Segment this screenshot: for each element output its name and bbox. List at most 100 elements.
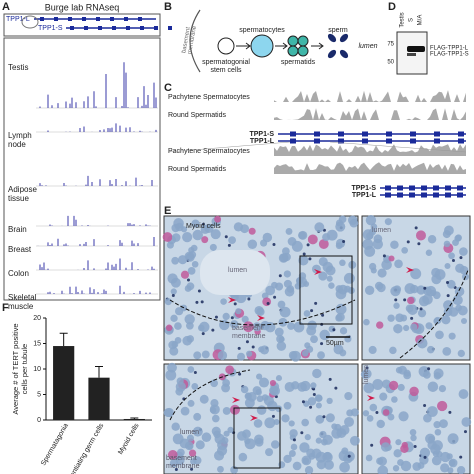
- membrane: [169, 369, 251, 421]
- nucleus: [265, 285, 276, 296]
- sperm: [327, 33, 337, 43]
- band-label: FLAG-TPP1-S: [430, 52, 469, 58]
- nucleus: [211, 414, 220, 423]
- nucleus: [344, 416, 355, 427]
- nucleus: [318, 239, 329, 249]
- image-label: Myoid cells: [186, 223, 221, 230]
- tissue-box: [3, 37, 161, 301]
- nucleus: [349, 435, 360, 446]
- track-label: TPP1-L: [6, 16, 30, 23]
- image-label: basement: [232, 325, 263, 332]
- nucleus: [220, 298, 227, 305]
- nucleus: [247, 239, 258, 249]
- nucleus: [452, 294, 463, 306]
- nucleus: [368, 228, 377, 236]
- nucleus: [265, 448, 274, 457]
- nucleus: [201, 332, 205, 336]
- nucleus: [165, 369, 177, 381]
- nucleus: [191, 383, 199, 390]
- band-label: FLAG-TPP1-L: [430, 46, 469, 52]
- nucleus: [423, 455, 427, 459]
- nucleus: [171, 293, 175, 297]
- nucleus: [269, 386, 279, 396]
- nucleus: [406, 240, 410, 244]
- y-tick-label: 20: [33, 315, 41, 322]
- gene-label: TPP1-S: [249, 131, 274, 138]
- nucleus: [225, 365, 235, 375]
- nucleus: [315, 437, 322, 444]
- nucleus: [376, 321, 384, 329]
- nucleus: [448, 459, 456, 467]
- nucleus: [305, 345, 314, 353]
- membrane: [399, 269, 469, 359]
- nucleus: [319, 329, 330, 341]
- label: membrane: [187, 25, 198, 55]
- nucleus: [251, 345, 255, 349]
- arrowhead: [257, 315, 265, 321]
- exon: [445, 185, 451, 191]
- nucleus: [339, 327, 348, 335]
- panel-label: B: [164, 1, 172, 13]
- nucleus: [388, 255, 395, 262]
- nucleus: [299, 442, 310, 453]
- nucleus: [192, 229, 203, 241]
- nucleus: [309, 405, 313, 409]
- nucleus: [335, 285, 343, 293]
- nucleus: [201, 432, 212, 442]
- nucleus: [169, 459, 179, 468]
- nucleus: [273, 295, 277, 299]
- lane-label: Testis: [400, 12, 406, 27]
- gene-label: TPP1-L: [250, 138, 275, 145]
- nucleus: [456, 466, 466, 474]
- nucleus: [442, 230, 451, 239]
- nucleus: [393, 449, 402, 458]
- nucleus: [278, 461, 286, 469]
- nucleus: [210, 379, 218, 388]
- nucleus: [452, 239, 459, 247]
- nucleus: [281, 414, 290, 423]
- exon: [409, 192, 415, 198]
- track-label: Pachytene Spermatocytes: [168, 94, 250, 101]
- panel-label: F: [2, 302, 9, 314]
- y-tick-label: 0: [37, 417, 41, 424]
- nucleus: [312, 368, 322, 379]
- nucleus: [350, 408, 359, 417]
- zoom-line: [167, 141, 291, 153]
- nucleus: [460, 317, 468, 325]
- nucleus: [419, 307, 423, 311]
- nucleus: [430, 443, 441, 455]
- nucleus: [394, 298, 398, 302]
- nucleus: [448, 252, 455, 260]
- exon: [124, 17, 128, 21]
- image-label: membrane: [166, 463, 200, 470]
- arrowhead: [367, 395, 375, 401]
- nucleus: [245, 340, 249, 344]
- nucleus: [287, 237, 297, 246]
- nucleus: [363, 382, 375, 394]
- exon: [433, 185, 439, 191]
- nucleus: [446, 281, 450, 285]
- nucleus: [261, 394, 269, 401]
- exon: [70, 26, 74, 30]
- image-label: basement: [166, 455, 197, 462]
- nucleus: [170, 277, 181, 288]
- nucleus: [233, 302, 237, 306]
- nucleus: [195, 440, 205, 450]
- coverage: [274, 90, 466, 102]
- exon: [98, 26, 102, 30]
- nucleus: [233, 222, 244, 232]
- nucleus: [328, 377, 332, 381]
- nucleus: [303, 281, 310, 288]
- nucleus: [369, 262, 377, 271]
- nucleus: [416, 337, 428, 349]
- nucleus: [315, 414, 325, 424]
- nucleus: [255, 389, 262, 396]
- nucleus: [193, 351, 202, 360]
- nucleus: [256, 395, 264, 403]
- nucleus: [237, 352, 246, 361]
- nucleus: [211, 328, 215, 332]
- nucleus: [381, 379, 391, 389]
- arrow: [311, 42, 324, 50]
- nucleus: [186, 321, 194, 330]
- lane-label: M/A: [418, 15, 424, 26]
